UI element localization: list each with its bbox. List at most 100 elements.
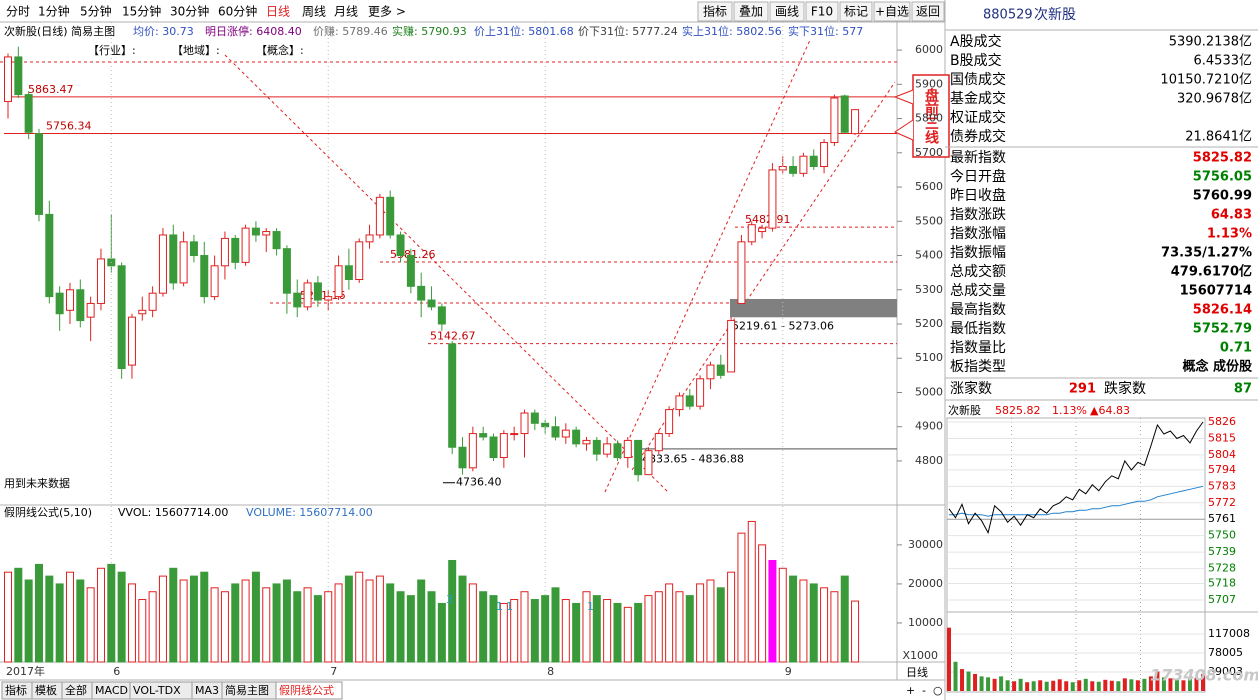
candle-body	[200, 255, 209, 298]
toolbar-button[interactable]	[805, 1, 839, 22]
bottom-tab-label[interactable]: 假阴线公式	[279, 683, 334, 697]
price-zone	[730, 298, 897, 318]
toolbar-button-label[interactable]: 标记	[844, 5, 868, 19]
candle-body	[396, 234, 405, 257]
info-text: 实下31位: 577	[788, 24, 863, 38]
period-tab[interactable]: 分时	[6, 5, 30, 19]
intraday-price-line	[948, 421, 1204, 535]
volume-bar	[406, 595, 415, 663]
volume-bar	[448, 559, 457, 663]
level-label: 5756.34	[46, 120, 92, 133]
volume-bar	[220, 591, 229, 663]
x-tick-label: 6	[113, 665, 120, 678]
intraday-tick-label: 5718	[1208, 577, 1236, 590]
bottom-tab-label[interactable]: 全部	[65, 683, 87, 697]
volume-bar	[158, 575, 167, 663]
toolbar-button[interactable]	[911, 1, 945, 22]
volume-bar	[603, 599, 612, 663]
stat-label: 指数振幅	[950, 245, 1006, 261]
bottom-right-control[interactable]: ○	[933, 684, 943, 697]
volume-bar	[14, 567, 23, 663]
period-tab[interactable]: 日线	[266, 5, 290, 19]
toolbar-button-label[interactable]: 返回	[916, 5, 940, 19]
candle-body	[830, 97, 839, 144]
toolbar-button[interactable]	[733, 1, 769, 22]
price-zone	[640, 448, 897, 450]
x-tick-label: 7	[330, 665, 337, 678]
intraday-tick-label: 5761	[1208, 512, 1236, 525]
y-tick-label: 5100	[915, 351, 943, 364]
candle-body	[675, 395, 684, 411]
bottom-tab-label[interactable]: VOL-TDX	[133, 684, 181, 697]
period-tab[interactable]: 月线	[334, 5, 358, 19]
toolbar-button-label[interactable]: 叠加	[739, 5, 763, 19]
stat-value: 73.35/1.27%	[1161, 246, 1252, 261]
toolbar-button-label[interactable]: 指标	[703, 4, 727, 19]
period-tab[interactable]: 1分钟	[38, 4, 70, 19]
x-tick-label: 2017年	[6, 664, 45, 678]
stat-value: 15607714	[1180, 284, 1252, 299]
candle-body	[727, 320, 736, 373]
candle-body	[76, 289, 85, 322]
volume-bar	[778, 567, 787, 663]
period-tab[interactable]: 60分钟	[218, 4, 257, 19]
y-tick-label: 20000	[908, 577, 943, 590]
period-tab[interactable]: 15分钟	[122, 4, 161, 19]
candle-body	[468, 433, 477, 469]
bottom-tab-label[interactable]: MA3	[195, 684, 219, 697]
volume-bar	[96, 567, 105, 663]
candle-body	[344, 265, 353, 280]
volume-bar	[582, 591, 591, 663]
toolbar-button-label[interactable]: +自选	[875, 5, 909, 19]
period-tab[interactable]: 5分钟	[80, 4, 112, 19]
intraday-tick-label: 5815	[1208, 431, 1236, 444]
volume-bar	[737, 532, 746, 663]
volume-bar	[665, 583, 674, 663]
volume-bar	[458, 575, 467, 663]
y-tick-label: 5500	[915, 214, 943, 227]
volume-bar	[592, 595, 601, 663]
bottom-tab-label[interactable]: 模板	[35, 683, 57, 697]
period-tab[interactable]: 30分钟	[170, 4, 209, 19]
volume-note: 1	[506, 600, 513, 613]
candle-body	[561, 429, 570, 438]
period-tab[interactable]: 更多 >	[368, 5, 406, 19]
row-label: B股成交	[950, 52, 1002, 69]
intraday-vol-bar	[1057, 679, 1062, 691]
candle-body	[437, 306, 446, 325]
bottom-tab-label[interactable]: 简易主图	[225, 683, 269, 697]
candle-body	[45, 213, 54, 298]
stat-value: 5756.05	[1193, 170, 1252, 185]
volume-bar	[200, 571, 209, 663]
volume-bar	[851, 600, 860, 663]
bottom-right-control[interactable]: +	[906, 684, 915, 697]
toolbar-button[interactable]	[697, 1, 733, 22]
period-tab[interactable]: 周线	[302, 5, 326, 19]
volume-bar	[685, 595, 694, 663]
toolbar-button[interactable]	[839, 1, 873, 22]
volume-bar	[572, 602, 581, 663]
stat-label: 板指类型	[950, 359, 1006, 375]
intraday-vol-bar	[1201, 673, 1205, 691]
volume-bar	[210, 587, 219, 663]
bottom-right-control[interactable]: 日线	[906, 665, 928, 679]
candle-body	[665, 409, 674, 435]
watermark: 173408.com	[1150, 666, 1258, 685]
intraday-vol-bar	[960, 669, 965, 691]
toolbar-button[interactable]	[873, 1, 911, 22]
bottom-right-control[interactable]: -	[922, 684, 926, 697]
toolbar-button[interactable]	[769, 1, 805, 22]
intraday-vol-bar	[1051, 680, 1056, 691]
bottom-tab-label[interactable]: 指标	[5, 683, 27, 697]
info-text: 价上31位: 5801.68	[474, 24, 574, 38]
breadth-value: 291	[1069, 382, 1096, 397]
toolbar-button-label[interactable]: 画线	[775, 5, 799, 19]
bottom-tab-label[interactable]: MACD	[95, 684, 128, 697]
intraday-vol-bar	[1077, 680, 1082, 691]
row-label: 国债成交	[950, 71, 1006, 88]
bottom-tab[interactable]	[275, 681, 343, 700]
volume-bar	[241, 579, 250, 663]
candle-body	[799, 155, 808, 174]
toolbar-button-label[interactable]: F10	[811, 5, 833, 19]
row-label: 权证成交	[950, 109, 1006, 126]
